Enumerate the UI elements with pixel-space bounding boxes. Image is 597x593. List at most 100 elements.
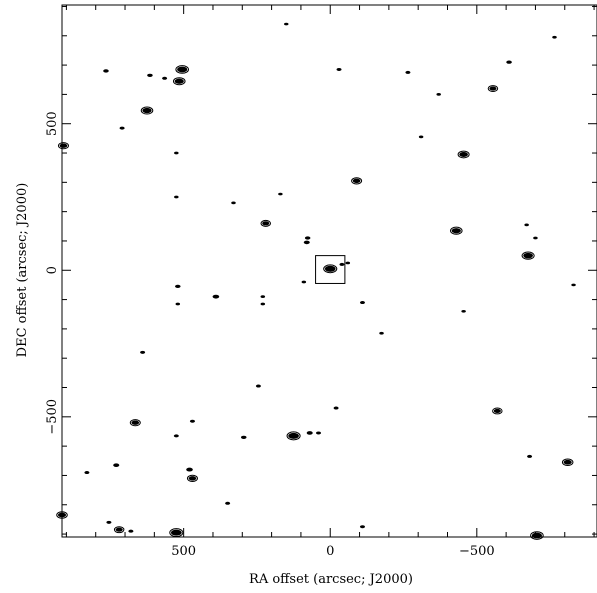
source-core [461,309,466,313]
source-core [175,284,181,289]
source-core [186,467,193,472]
source-core [306,431,313,435]
source-blob [174,195,179,199]
source-core [174,151,179,155]
source-core [106,520,112,524]
source-core [115,527,123,532]
source-blob [260,302,266,306]
source-outer-contour [260,219,271,227]
source-blob [571,283,576,287]
source-blob [173,434,179,438]
source-core [552,35,557,39]
source-core [405,70,411,74]
source-core [177,66,188,73]
source-core [59,143,68,148]
x-tick-label: 0 [326,544,334,559]
source-blob [284,22,289,26]
source-blob [169,528,184,538]
source-core [493,408,501,414]
source-outer-contour [450,226,463,235]
source-blob [147,73,153,77]
source-core [418,135,424,139]
x-tick-label: −500 [459,544,495,559]
source-blob [345,261,351,265]
source-core [260,302,266,306]
source-blob [359,301,365,305]
source-blob [186,467,193,472]
axes: 500 0 −500 500 0 −500 [45,4,597,559]
source-blob [175,302,181,306]
source-blob [212,294,220,299]
source-blob [106,520,112,524]
y-tick-label: 500 [45,111,60,136]
source-outer-contour [186,474,198,482]
x-tick-label: 500 [171,544,196,559]
source-blob [339,262,345,266]
source-core [524,223,529,227]
source-blob [379,331,384,335]
source-core [255,384,261,388]
source-blob [128,529,134,533]
source-blob [84,471,90,475]
source-core [170,529,182,536]
source-blob [140,350,146,354]
source-core [278,192,283,196]
source-blob [359,525,365,529]
source-outer-contour [561,458,574,466]
source-blob [461,309,466,313]
source-blob [113,463,120,467]
source-core [262,221,270,226]
source-blob [336,67,342,71]
source-core [523,252,533,259]
source-core [174,195,179,199]
source-outer-contour [457,150,470,159]
source-core [571,283,576,287]
source-core [189,419,195,423]
source-blob [255,384,261,388]
source-blob [418,135,424,139]
source-outer-contour [140,106,154,115]
y-axis-title: DEC offset (arcsec; J2000) [15,183,30,358]
source-outer-contour [351,177,363,185]
source-blob [351,177,363,185]
source-blob [174,151,179,155]
source-blob [436,93,441,96]
y-tick-label: 0 [45,266,60,274]
source-core [316,431,322,435]
source-core [336,67,342,71]
source-blob [450,226,463,235]
source-core [352,178,361,184]
source-core [506,60,512,64]
source-blob [301,280,307,284]
source-core [527,454,533,458]
source-blob [492,407,503,415]
source-core [333,406,339,410]
source-core [225,501,231,505]
source-blob [521,251,535,260]
source-core [339,262,345,266]
source-blob [552,35,557,39]
source-core [175,302,181,306]
source-core [324,265,336,272]
source-outer-contour [487,85,499,92]
source-core [147,73,153,77]
source-outer-contour [175,65,189,74]
source-blob [278,192,283,196]
source-core [131,420,140,425]
source-blob [140,106,154,115]
y-tick-label: −500 [45,399,60,435]
source-core [142,107,152,114]
source-blob [333,406,339,410]
source-core [119,126,125,130]
source-blob [405,70,411,74]
source-core [451,228,461,234]
source-blob [129,419,141,427]
source-outer-contour [129,419,141,427]
source-core [103,69,109,73]
source-core [212,294,220,299]
source-blob [113,526,125,534]
source-core [231,201,236,205]
source-blob [57,142,69,150]
source-blob [561,458,574,466]
